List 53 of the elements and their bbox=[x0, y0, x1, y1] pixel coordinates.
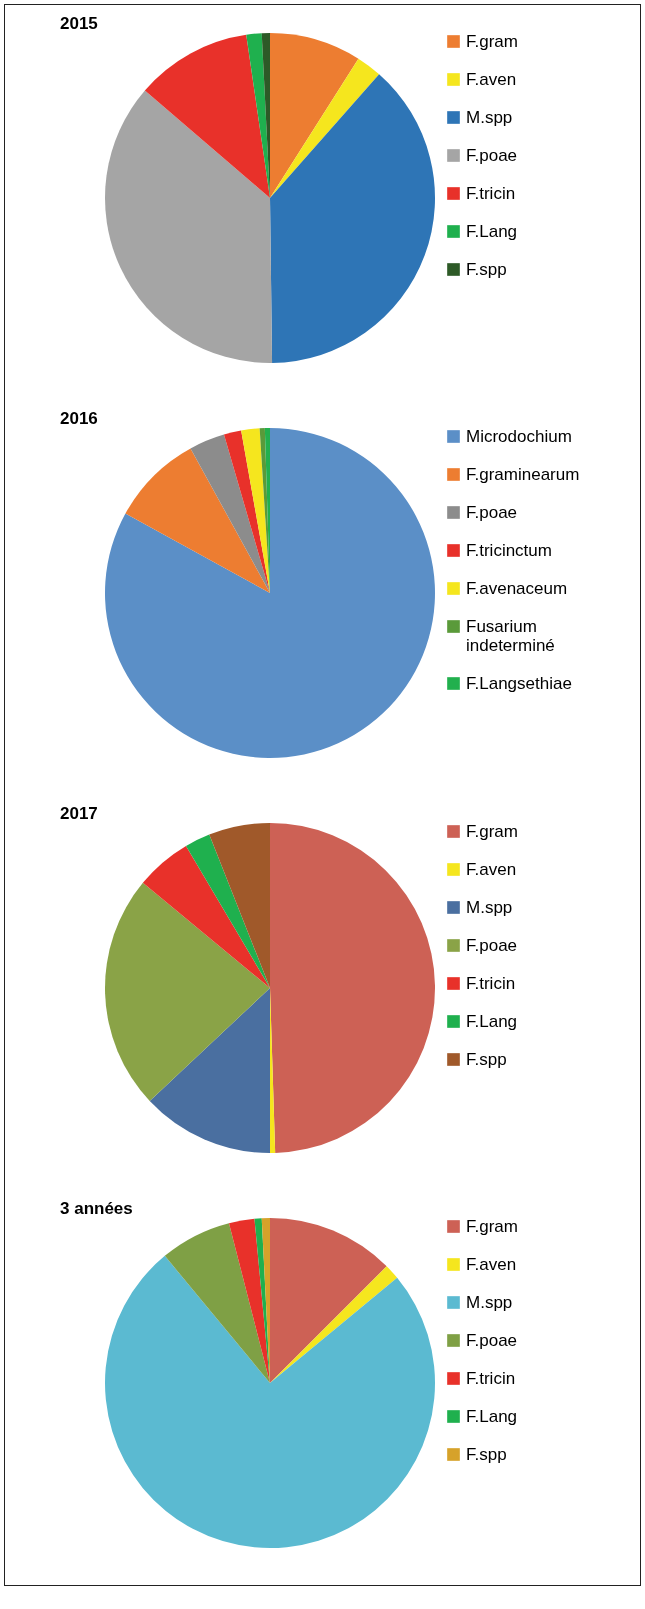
legend-label: F.aven bbox=[466, 1254, 517, 1274]
pie-slice bbox=[270, 74, 435, 363]
legend-label: F.Lang bbox=[466, 1406, 518, 1426]
legend-label: M.spp bbox=[466, 897, 513, 917]
legend-label: F.Langsethiae bbox=[466, 673, 572, 693]
pie-slice bbox=[164, 1223, 270, 1383]
chart-title: 2017 bbox=[60, 804, 98, 823]
pie-slice bbox=[241, 428, 270, 593]
legend-label: F.Lang bbox=[466, 1011, 518, 1031]
chart-title: 2015 bbox=[60, 14, 98, 33]
legend-label: F.avenaceum bbox=[466, 578, 568, 598]
pie-slice bbox=[125, 448, 270, 593]
legend-label: Fusarium indeterminé bbox=[466, 616, 555, 655]
pie-slice bbox=[270, 823, 435, 1153]
pie-slice bbox=[270, 58, 380, 198]
pie-slice bbox=[186, 834, 270, 988]
chart-title: 2016 bbox=[60, 409, 98, 428]
pie-slice bbox=[246, 33, 270, 198]
legend-label: F.tricin bbox=[466, 183, 516, 203]
legend-label: F.tricin bbox=[466, 973, 516, 993]
legend-label: F.poae bbox=[466, 145, 518, 165]
chart-title: 3 années bbox=[60, 1199, 133, 1218]
pie-slice bbox=[105, 428, 435, 758]
legend-label: F.aven bbox=[466, 859, 517, 879]
legend-label: F.poae bbox=[466, 502, 518, 522]
pie-slice bbox=[105, 882, 270, 1101]
legend-label: F.spp bbox=[466, 1444, 507, 1464]
legend-label: F.gram bbox=[466, 1216, 518, 1236]
legend-label: M.spp bbox=[466, 1292, 513, 1312]
legend-label: F.gram bbox=[466, 31, 518, 51]
pie-slice bbox=[209, 823, 270, 988]
pie-slice bbox=[270, 33, 359, 198]
legend-label: F.spp bbox=[466, 259, 507, 279]
legend-label: F.graminearum bbox=[466, 464, 580, 484]
legend-label: F.tricin bbox=[466, 1368, 516, 1388]
legend-label: F.gram bbox=[466, 821, 518, 841]
pie-slice bbox=[105, 90, 273, 363]
legend-label: F.spp bbox=[466, 1049, 507, 1069]
pie-slice bbox=[142, 845, 270, 988]
pie-slice bbox=[144, 34, 270, 198]
pie-slice bbox=[270, 1218, 387, 1383]
legend-label: F.aven bbox=[466, 69, 517, 89]
legend-label: F.Lang bbox=[466, 221, 518, 241]
legend-label: F.poae bbox=[466, 1330, 518, 1350]
pie-slice bbox=[228, 1218, 270, 1383]
legend-label: M.spp bbox=[466, 107, 513, 127]
pie-slice bbox=[149, 988, 270, 1153]
legend-label: F.tricinctum bbox=[466, 540, 552, 560]
legend-label: F.poae bbox=[466, 935, 518, 955]
pie-slice bbox=[105, 1255, 435, 1548]
pie-slice bbox=[223, 430, 270, 593]
pie-slice bbox=[190, 434, 270, 593]
legend-label: Microdochium bbox=[466, 426, 572, 446]
